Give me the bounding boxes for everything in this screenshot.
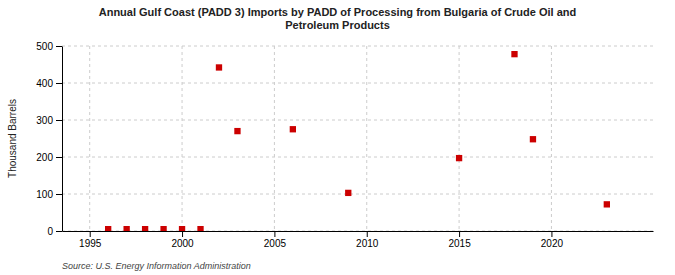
y-tick-mark [56,120,62,121]
x-tick-mark [367,231,368,237]
point [160,226,166,231]
title-line: Petroleum Products [285,19,390,31]
point [216,64,222,70]
y-tick-mark [56,194,62,195]
x-grid-line [274,46,275,231]
y-tick-mark [56,231,62,232]
x-tick-label: 2020 [541,238,564,249]
y-tick: 300 [36,115,62,126]
y-tick-mark [56,157,62,158]
y-tick-label: 200 [36,152,53,163]
y-grid-line [62,83,653,84]
point [197,226,203,231]
y-tick-label: 300 [36,115,53,126]
y-axis-title: Thousand Barrels [7,99,18,178]
y-tick-label: 0 [47,226,53,237]
x-tick-label: 2010 [356,238,379,249]
x-tick: 2020 [541,231,564,249]
x-tick-mark [459,231,460,237]
y-grid-line [62,46,653,47]
x-grid-line [551,46,552,231]
x-tick: 2010 [356,231,379,249]
x-tick-mark [90,231,91,237]
chart: Annual Gulf Coast (PADD 3) Imports by PA… [0,0,675,275]
x-tick: 2005 [264,231,287,249]
y-grid-line [62,157,653,158]
point [179,226,185,231]
point [142,226,148,231]
y-grid-line [62,120,653,121]
y-tick-mark [56,83,62,84]
title: Annual Gulf Coast (PADD 3) Imports by PA… [99,6,577,31]
point [511,51,517,57]
x-axis-line [63,231,654,232]
y-axis-line [62,47,63,232]
x-axis: 1995 2000 2005 2010 2015 2020 [63,231,654,249]
x-tick-mark [182,231,183,237]
x-tick-label: 1995 [79,238,102,249]
y-grid-line [62,194,653,195]
y-tick: 100 [36,189,62,200]
title-line: Annual Gulf Coast (PADD 3) Imports by PA… [99,6,577,18]
y-axis: 0 100 200 300 400 500 [36,41,62,237]
point [456,155,462,161]
grid [62,46,653,231]
x-tick-label: 2015 [448,238,471,249]
point [604,201,610,207]
x-tick-label: 2000 [171,238,194,249]
y-tick-mark [56,46,62,47]
y-tick-label: 500 [36,41,53,52]
y-grid-line [62,231,653,232]
point [290,126,296,132]
x-tick-mark [551,231,552,237]
y-tick-label: 400 [36,78,53,89]
point [345,190,351,196]
x-tick: 2000 [171,231,194,249]
y-tick-label: 100 [36,189,53,200]
source-note: Source: U.S. Energy Information Administ… [62,261,251,271]
point [123,226,129,231]
x-tick: 2015 [448,231,471,249]
x-grid-line [459,46,460,231]
point [234,128,240,134]
x-grid-line [182,46,183,231]
x-tick-mark [274,231,275,237]
x-tick-label: 2005 [264,238,287,249]
points [105,51,610,231]
y-tick: 0 [47,226,62,237]
y-tick: 200 [36,152,62,163]
y-tick: 500 [36,41,62,52]
x-tick: 1995 [79,231,102,249]
point [105,226,111,231]
x-grid-line [366,46,367,231]
point [530,136,536,142]
x-grid-line [89,46,90,231]
y-tick: 400 [36,78,62,89]
